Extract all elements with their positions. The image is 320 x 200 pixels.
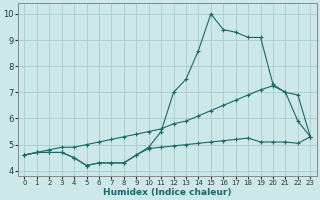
X-axis label: Humidex (Indice chaleur): Humidex (Indice chaleur): [103, 188, 232, 197]
